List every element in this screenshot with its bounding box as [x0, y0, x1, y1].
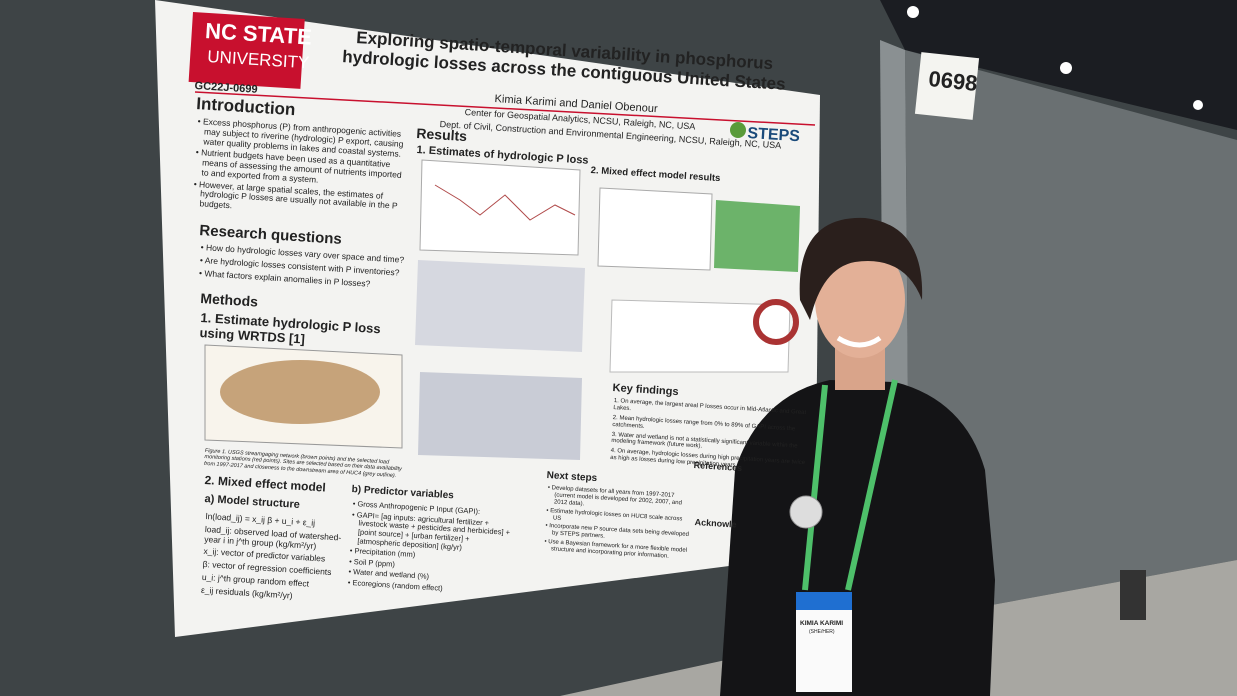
panel-right	[905, 50, 1237, 620]
next-steps: • Develop datasets for all years from 19…	[544, 485, 693, 564]
variance-donut	[753, 299, 799, 345]
ceiling-light	[907, 6, 919, 18]
pin-button	[789, 495, 823, 529]
figure-5-map	[714, 200, 800, 272]
map-points	[220, 360, 380, 424]
predictors: • Gross Anthropogenic P Input (GAPI): • G…	[347, 499, 512, 599]
badge-header	[796, 592, 852, 610]
poster-rule	[194, 91, 816, 126]
model-structure: ln(load_ij) = x_ij β + u_i + ε_ij load_ij…	[201, 511, 351, 607]
lanyard	[802, 379, 898, 591]
section-heading: Results	[415, 125, 468, 145]
ceiling-light	[1193, 100, 1203, 110]
coef-table	[609, 299, 791, 373]
ceiling-light	[1060, 62, 1072, 74]
figure-2-plot	[419, 159, 581, 256]
booth-sign	[914, 52, 980, 120]
ceiling	[880, 0, 1237, 130]
person-smile	[836, 335, 882, 348]
plot-line	[434, 184, 576, 221]
logo-box	[188, 12, 305, 89]
person-face	[815, 242, 905, 358]
background-person-legs	[1120, 570, 1146, 620]
badge-name: KIMIA KARIMI	[800, 620, 844, 627]
figure-3-map	[415, 260, 585, 352]
figure-scatter	[597, 187, 713, 271]
intro-list: • Excess phosphorus (P) from anthropogen…	[192, 116, 412, 224]
steps-logo-icon	[730, 122, 746, 138]
booth-number: 0698	[927, 66, 979, 96]
steps-logo: STEPS	[746, 125, 801, 146]
badge-pronouns: (SHE/HER)	[809, 629, 835, 635]
person-hair	[799, 217, 923, 320]
figure-4-map	[418, 372, 582, 460]
